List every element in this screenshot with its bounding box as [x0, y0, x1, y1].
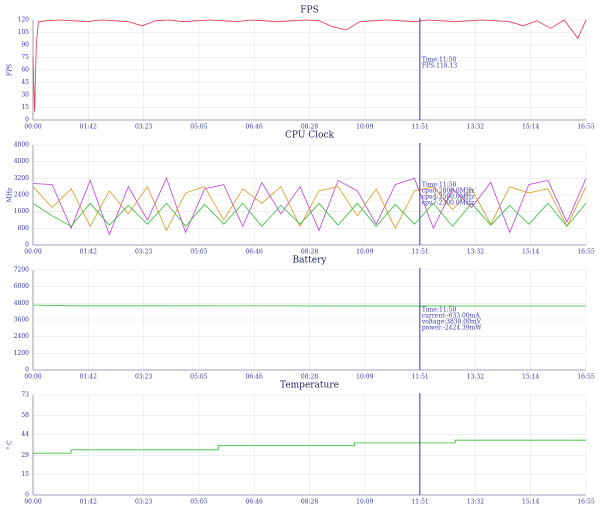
- chart-title: CPU Clock: [285, 131, 334, 141]
- y-tick-label: 6000: [14, 283, 29, 290]
- cursor-annotation: Time:11:50: [422, 57, 457, 64]
- x-tick-label: 00:00: [24, 499, 41, 506]
- y-tick-label: 3600: [14, 317, 29, 324]
- y-tick-label: 800: [18, 225, 30, 232]
- data-line: [32, 185, 587, 232]
- y-tick-label: 44: [21, 431, 29, 438]
- x-tick-label: 00:00: [24, 124, 41, 131]
- x-tick-label: 05:05: [190, 249, 207, 256]
- chart-title: Temperature: [280, 381, 339, 391]
- y-tick-label: 4800: [14, 300, 29, 307]
- x-tick-label: 00:00: [24, 374, 41, 381]
- y-tick-label: 0: [25, 242, 29, 249]
- x-tick-label: 06:46: [246, 249, 263, 256]
- x-tick-label: 10:09: [356, 374, 373, 381]
- x-tick-label: 03:23: [135, 124, 152, 131]
- y-tick-label: 7200: [14, 267, 29, 274]
- cursor-annotation: voltage:3830.00mV: [421, 319, 482, 326]
- x-tick-label: 00:00: [24, 249, 41, 256]
- y-tick-label: 1200: [14, 350, 29, 357]
- cursor-annotation: Time:11:50: [422, 307, 457, 314]
- x-tick-label: 11:51: [411, 499, 428, 506]
- x-tick-label: 15:14: [522, 499, 539, 506]
- x-tick-label: 08:28: [301, 499, 318, 506]
- data-line: [32, 19, 587, 112]
- x-tick-label: 03:23: [135, 374, 152, 381]
- cursor-annotation: power:-2424.39mW: [422, 325, 483, 332]
- chart-title: Battery: [293, 256, 328, 266]
- x-tick-label: 16:55: [577, 124, 594, 131]
- x-tick-label: 01:42: [80, 499, 97, 506]
- data-line: [33, 439, 586, 454]
- x-tick-label: 11:51: [411, 249, 428, 256]
- x-tick-label: 16:55: [577, 249, 594, 256]
- y-tick-label: 2400: [14, 333, 29, 340]
- y-tick-label: 75: [21, 54, 29, 61]
- y-tick-label: 3200: [14, 175, 29, 182]
- x-tick-label: 01:42: [80, 124, 97, 131]
- cursor-annotation: cpu4:2500.0MHz: [422, 194, 474, 201]
- y-tick-label: 30: [21, 92, 29, 99]
- cursor-annotation: cpu0:2800.0MHz: [422, 188, 474, 195]
- x-tick-label: 08:28: [301, 374, 318, 381]
- y-tick-label: 0: [25, 117, 29, 124]
- x-tick-label: 03:23: [135, 249, 152, 256]
- y-tick-label: 0: [25, 492, 29, 499]
- x-tick-label: 13:32: [467, 374, 484, 381]
- x-tick-label: 15:14: [522, 124, 539, 131]
- x-tick-label: 11:51: [411, 374, 428, 381]
- x-tick-label: 15:14: [522, 374, 539, 381]
- x-tick-label: 01:42: [80, 374, 97, 381]
- y-tick-label: 4800: [14, 142, 29, 149]
- x-tick-label: 11:51: [411, 124, 428, 131]
- y-tick-label: 73: [21, 392, 29, 399]
- x-tick-label: 08:28: [301, 249, 318, 256]
- y-tick-label: 15: [21, 104, 29, 111]
- y-axis-label: FPS: [7, 64, 14, 76]
- x-tick-label: 05:05: [190, 374, 207, 381]
- y-tick-label: 4000: [14, 158, 29, 165]
- y-axis-label: MHz: [7, 188, 14, 203]
- data-line: [32, 304, 587, 307]
- y-tick-label: 90: [21, 42, 29, 49]
- y-tick-label: 120: [18, 17, 30, 24]
- y-tick-label: 105: [18, 29, 30, 36]
- x-tick-label: 16:55: [577, 499, 594, 506]
- y-tick-label: 29: [21, 452, 29, 459]
- x-tick-label: 13:32: [467, 249, 484, 256]
- cursor-annotation: Time:11:50: [422, 182, 457, 189]
- y-tick-label: 45: [21, 79, 29, 86]
- cursor-annotation: FPS:118.13: [422, 63, 458, 70]
- y-tick-label: 1600: [14, 208, 29, 215]
- x-tick-label: 06:46: [246, 374, 263, 381]
- x-tick-label: 06:46: [246, 499, 263, 506]
- y-tick-label: 0: [25, 367, 29, 374]
- x-tick-label: 10:09: [356, 249, 373, 256]
- y-tick-label: 15: [21, 471, 29, 478]
- cursor-annotation: current:-633.00mA: [422, 313, 481, 320]
- y-axis-label: ° C: [7, 440, 14, 450]
- x-tick-label: 15:14: [522, 249, 539, 256]
- x-tick-label: 16:55: [577, 374, 594, 381]
- x-tick-label: 05:05: [190, 499, 207, 506]
- data-line: [32, 202, 587, 227]
- x-tick-label: 03:23: [135, 499, 152, 506]
- y-tick-label: 2400: [14, 192, 29, 199]
- cursor-annotation: cpu7:2300.0MHz: [422, 200, 474, 207]
- y-tick-label: 58: [21, 412, 29, 419]
- x-tick-label: 01:42: [80, 249, 97, 256]
- x-tick-label: 06:46: [246, 124, 263, 131]
- x-tick-label: 10:09: [356, 499, 373, 506]
- y-tick-label: 60: [21, 67, 29, 74]
- x-tick-label: 13:32: [467, 124, 484, 131]
- x-tick-label: 13:32: [467, 499, 484, 506]
- chart-title: FPS: [300, 6, 318, 16]
- x-tick-label: 10:09: [356, 124, 373, 131]
- x-tick-label: 05:05: [190, 124, 207, 131]
- x-tick-label: 08:28: [301, 124, 318, 131]
